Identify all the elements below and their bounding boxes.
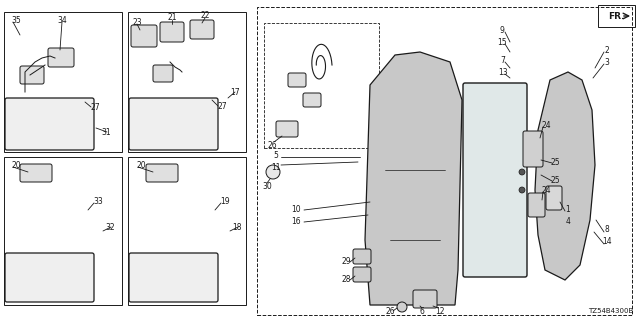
Text: 12: 12 bbox=[435, 307, 445, 316]
Text: 15: 15 bbox=[497, 37, 507, 46]
Circle shape bbox=[519, 169, 525, 175]
Text: 33: 33 bbox=[93, 197, 103, 206]
Text: 26: 26 bbox=[267, 140, 277, 149]
FancyBboxPatch shape bbox=[20, 66, 44, 84]
FancyBboxPatch shape bbox=[353, 267, 371, 282]
Text: 27: 27 bbox=[90, 102, 100, 111]
Bar bbox=[264, 23, 379, 148]
FancyBboxPatch shape bbox=[523, 131, 543, 167]
Text: TZ54B4300B: TZ54B4300B bbox=[588, 308, 634, 314]
Text: 16: 16 bbox=[291, 218, 301, 227]
Text: 35: 35 bbox=[11, 15, 20, 25]
FancyBboxPatch shape bbox=[153, 65, 173, 82]
Text: 17: 17 bbox=[230, 87, 240, 97]
Text: 2: 2 bbox=[605, 45, 609, 54]
FancyBboxPatch shape bbox=[146, 164, 178, 182]
Text: 9: 9 bbox=[500, 26, 504, 35]
Text: 25: 25 bbox=[550, 175, 560, 185]
Circle shape bbox=[519, 187, 525, 193]
Text: 3: 3 bbox=[605, 58, 609, 67]
Text: 28: 28 bbox=[341, 276, 351, 284]
FancyBboxPatch shape bbox=[528, 193, 545, 217]
Text: 18: 18 bbox=[232, 222, 242, 231]
FancyBboxPatch shape bbox=[160, 22, 184, 42]
FancyBboxPatch shape bbox=[5, 98, 94, 150]
Text: 24: 24 bbox=[541, 186, 551, 195]
Text: FR.: FR. bbox=[608, 12, 625, 20]
FancyBboxPatch shape bbox=[5, 253, 94, 302]
Text: 6: 6 bbox=[420, 307, 424, 316]
Text: 24: 24 bbox=[541, 121, 551, 130]
Text: 25: 25 bbox=[550, 157, 560, 166]
Text: 22: 22 bbox=[200, 11, 210, 20]
Polygon shape bbox=[535, 72, 595, 280]
FancyBboxPatch shape bbox=[303, 93, 321, 107]
Text: 29: 29 bbox=[341, 258, 351, 267]
Text: 21: 21 bbox=[167, 12, 177, 21]
FancyBboxPatch shape bbox=[131, 25, 157, 47]
FancyBboxPatch shape bbox=[288, 73, 306, 87]
FancyBboxPatch shape bbox=[276, 121, 298, 137]
FancyBboxPatch shape bbox=[413, 290, 437, 308]
Text: 30: 30 bbox=[262, 181, 272, 190]
Text: 7: 7 bbox=[500, 55, 506, 65]
Text: 4: 4 bbox=[566, 217, 570, 226]
Text: 1: 1 bbox=[566, 205, 570, 214]
Text: 26: 26 bbox=[385, 307, 395, 316]
Text: 23: 23 bbox=[132, 18, 142, 27]
Text: 10: 10 bbox=[291, 205, 301, 214]
Circle shape bbox=[266, 165, 280, 179]
FancyBboxPatch shape bbox=[129, 253, 218, 302]
Bar bbox=[128, 157, 246, 305]
Bar bbox=[257, 7, 632, 315]
Text: 14: 14 bbox=[602, 237, 612, 246]
Bar bbox=[4, 157, 122, 305]
Bar bbox=[4, 12, 122, 152]
Text: 5: 5 bbox=[273, 150, 278, 159]
FancyBboxPatch shape bbox=[129, 98, 218, 150]
Text: 31: 31 bbox=[101, 127, 111, 137]
FancyBboxPatch shape bbox=[20, 164, 52, 182]
FancyBboxPatch shape bbox=[190, 20, 214, 39]
Text: 20: 20 bbox=[136, 161, 146, 170]
FancyBboxPatch shape bbox=[463, 83, 527, 277]
Text: 19: 19 bbox=[220, 197, 230, 206]
FancyBboxPatch shape bbox=[48, 48, 74, 67]
Circle shape bbox=[397, 302, 407, 312]
Text: 11: 11 bbox=[271, 163, 281, 172]
Bar bbox=[128, 12, 246, 152]
FancyBboxPatch shape bbox=[353, 249, 371, 264]
Text: 8: 8 bbox=[605, 226, 609, 235]
Text: 32: 32 bbox=[106, 222, 115, 231]
Text: 27: 27 bbox=[217, 101, 227, 110]
Bar bbox=[598, 5, 635, 27]
Text: 20: 20 bbox=[11, 161, 20, 170]
Text: 13: 13 bbox=[498, 68, 508, 76]
Text: 34: 34 bbox=[57, 15, 67, 25]
FancyBboxPatch shape bbox=[546, 186, 562, 210]
Polygon shape bbox=[365, 52, 462, 305]
